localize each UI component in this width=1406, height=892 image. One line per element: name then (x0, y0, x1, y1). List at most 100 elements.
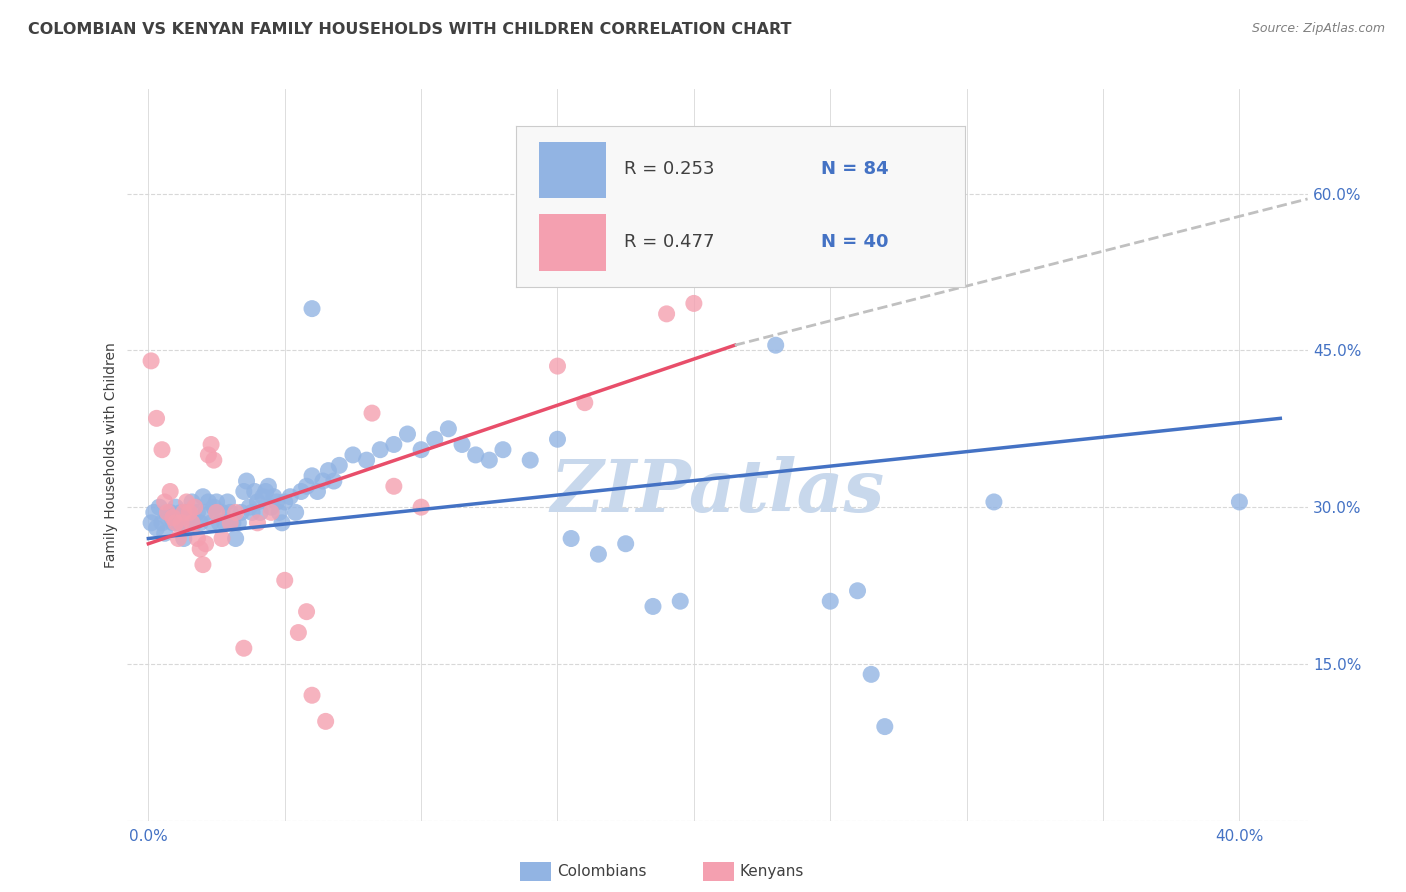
Point (222, 516, 245, 530)
Point (266, 495, 288, 509)
Point (194, 537, 217, 551)
Point (295, 605, 318, 619)
Point (574, 395, 596, 409)
Point (173, 505, 195, 519)
Point (274, 495, 297, 509)
Point (186, 505, 208, 519)
Point (560, 532, 582, 546)
Point (181, 495, 204, 509)
Point (614, 537, 637, 551)
Point (219, 505, 242, 519)
Point (873, 720, 896, 734)
Point (260, 505, 283, 519)
Point (225, 505, 247, 519)
Point (176, 495, 198, 509)
Point (197, 448, 219, 462)
Point (382, 437, 405, 451)
Y-axis label: Family Households with Children: Family Households with Children (104, 342, 118, 568)
Point (322, 474, 344, 488)
Point (229, 505, 252, 519)
Point (194, 505, 217, 519)
Point (167, 532, 190, 546)
Point (588, 547, 610, 561)
Point (165, 516, 187, 530)
Point (411, 500, 433, 515)
Point (301, 301, 323, 316)
Point (846, 583, 869, 598)
Point (205, 495, 228, 509)
Point (260, 500, 283, 515)
Point (290, 484, 312, 499)
Point (307, 484, 329, 499)
Point (983, 495, 1005, 509)
Point (162, 510, 184, 524)
Point (368, 442, 391, 457)
Point (318, 464, 340, 478)
Point (176, 521, 198, 535)
Point (328, 458, 350, 473)
Point (156, 510, 179, 524)
Point (153, 526, 176, 541)
Point (181, 516, 204, 530)
Point (211, 505, 233, 519)
Point (271, 516, 294, 530)
Point (179, 505, 201, 519)
Point (145, 521, 167, 535)
Text: Kenyans: Kenyans (740, 864, 804, 879)
Point (225, 532, 247, 546)
Point (208, 516, 231, 530)
Point (478, 453, 501, 467)
Point (232, 484, 254, 499)
Point (1229, 495, 1251, 509)
Point (202, 500, 225, 515)
Text: Colombians: Colombians (557, 864, 647, 879)
Point (170, 516, 193, 530)
Point (183, 500, 205, 515)
Point (312, 474, 335, 488)
Point (238, 500, 260, 515)
Point (382, 479, 405, 493)
Point (254, 484, 277, 499)
Point (257, 479, 280, 493)
Point (150, 442, 173, 457)
Text: Source: ZipAtlas.com: Source: ZipAtlas.com (1251, 22, 1385, 36)
Point (217, 495, 239, 509)
Point (492, 442, 515, 457)
Point (202, 453, 225, 467)
Point (170, 505, 193, 519)
Point (396, 427, 419, 442)
Point (211, 532, 233, 546)
Text: COLOMBIAN VS KENYAN FAMILY HOUSEHOLDS WITH CHILDREN CORRELATION CHART: COLOMBIAN VS KENYAN FAMILY HOUSEHOLDS WI… (28, 22, 792, 37)
Point (287, 625, 309, 640)
Point (191, 490, 214, 504)
Point (156, 505, 179, 519)
Point (183, 516, 205, 530)
Point (356, 453, 378, 467)
Point (197, 495, 219, 509)
Point (150, 516, 173, 530)
Point (167, 516, 190, 530)
Point (200, 437, 222, 451)
Point (232, 641, 254, 656)
Point (860, 667, 883, 681)
Point (278, 490, 301, 504)
Point (683, 296, 706, 310)
Point (464, 448, 486, 462)
Point (219, 516, 242, 530)
Point (269, 505, 291, 519)
Point (301, 468, 323, 483)
Point (820, 594, 842, 608)
Point (148, 500, 170, 515)
Point (173, 532, 195, 546)
Point (191, 558, 214, 572)
Point (411, 442, 433, 457)
Point (249, 505, 271, 519)
Point (547, 432, 569, 446)
Text: ZIPatlas: ZIPatlas (550, 456, 884, 527)
Point (361, 406, 384, 420)
Point (284, 505, 307, 519)
Point (159, 484, 181, 499)
Point (274, 574, 297, 588)
Point (205, 505, 228, 519)
Point (139, 354, 162, 368)
